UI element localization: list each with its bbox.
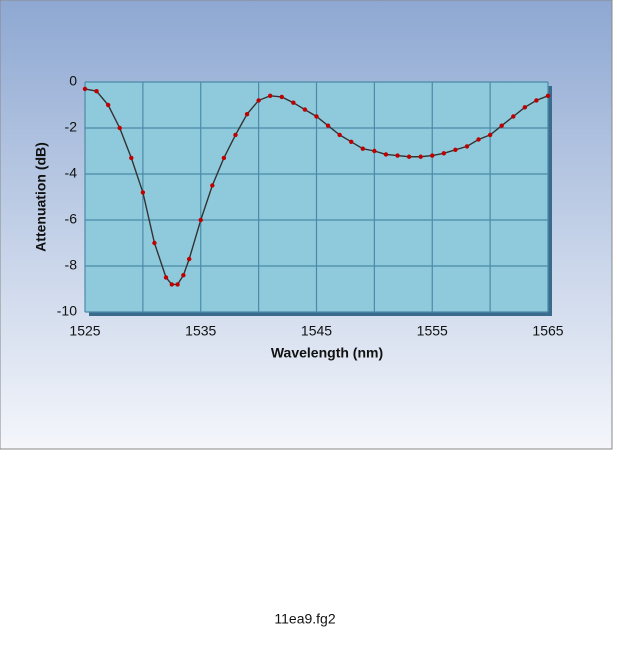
marker [210,183,215,188]
marker [82,86,88,92]
marker [337,132,342,138]
marker [395,153,400,158]
marker [314,114,319,119]
marker [291,100,296,105]
marker [302,107,308,112]
x-axis-label: Wavelength (nm) [271,345,383,361]
y-tick-label: -2 [65,119,78,135]
marker [545,93,551,99]
y-tick-label: 0 [69,73,77,89]
marker [169,282,175,287]
marker [129,155,134,161]
marker [279,94,284,100]
marker [233,132,238,138]
marker [453,147,458,153]
marker [268,93,273,99]
marker [464,144,470,149]
marker [522,105,528,110]
marker [244,112,250,117]
marker [105,102,111,108]
marker [256,98,261,103]
caption: 11ea9.fg2 [274,611,335,627]
marker [94,89,99,94]
marker [360,146,365,151]
marker [441,151,447,156]
x-tick-label: 1555 [417,323,448,339]
y-tick-label: -6 [65,211,78,227]
marker [487,132,493,138]
marker [499,123,504,128]
marker [325,123,331,128]
marker [175,282,180,287]
x-tick-label: 1565 [532,323,563,339]
marker [163,275,169,280]
marker [511,114,516,119]
marker [383,152,389,157]
x-tick-label: 1545 [301,323,332,339]
x-tick-label: 1535 [185,323,216,339]
marker [372,148,377,154]
marker [476,137,481,142]
marker [140,190,146,195]
y-tick-label: -4 [65,165,78,181]
marker [534,98,539,103]
marker [221,155,227,161]
marker [198,217,203,223]
y-tick-label: -10 [57,303,77,319]
x-tick-label: 1525 [69,323,100,339]
marker [181,273,186,278]
marker [152,240,157,246]
marker [430,153,435,158]
marker [418,154,423,159]
y-axis-label: Attenuation (dB) [33,142,49,252]
y-tick-label: -8 [65,257,78,273]
marker [349,139,354,144]
marker [406,154,412,159]
marker [117,125,122,131]
marker [186,256,192,262]
